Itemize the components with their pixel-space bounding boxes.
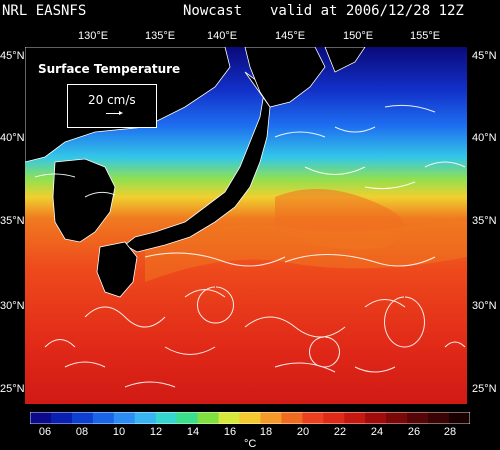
lon-label-130: 130°E <box>78 30 109 42</box>
lat-label-left-30: 30°N <box>0 300 25 312</box>
lat-label-right-35: 35°N <box>472 215 497 227</box>
colorbar-swatch <box>344 412 366 424</box>
colorbar-swatch <box>449 412 470 424</box>
lon-label-140: 140°E <box>207 30 238 42</box>
colorbar-swatch <box>71 412 94 424</box>
lon-label-150: 150°E <box>343 30 374 42</box>
colorbar-tick-22: 22 <box>333 426 347 438</box>
lat-label-left-40: 40°N <box>0 132 25 144</box>
colorbar-swatch <box>92 412 115 424</box>
lon-label-145: 145°E <box>275 30 306 42</box>
colorbar-swatch <box>365 412 387 424</box>
colorbar-swatch <box>176 412 199 424</box>
model-label: NRL EASNFS <box>2 3 87 19</box>
sakhalin-kuril-land <box>324 47 366 73</box>
colorbar-tick-10: 10 <box>112 426 126 438</box>
vector-scale-label: 20 cm/s <box>88 93 136 107</box>
colorbar-tick-20: 20 <box>296 426 310 438</box>
colorbar-swatch <box>386 412 408 424</box>
valid-time-label: valid at 2006/12/28 12Z <box>270 3 464 19</box>
kuroshio-front <box>145 217 467 282</box>
kyushu-shikoku-land <box>96 241 138 298</box>
lat-label-right-25: 25°N <box>472 383 497 395</box>
colorbar-swatch <box>428 412 450 424</box>
lon-label-135: 135°E <box>145 30 176 42</box>
colorbar-swatch <box>260 412 282 424</box>
colorbar-tick-12: 12 <box>149 426 163 438</box>
vector-scale-legend: 20 cm/s <box>67 84 157 128</box>
korean-peninsula-land <box>52 158 116 243</box>
current-vectors <box>34 104 466 388</box>
lat-label-left-45: 45°N <box>0 50 25 62</box>
colorbar-swatch <box>218 412 241 424</box>
colorbar-swatch <box>155 412 178 424</box>
layer-title: Surface Temperature <box>38 62 181 76</box>
colorbar-tick-24: 24 <box>370 426 384 438</box>
colorbar-swatch <box>197 412 220 424</box>
colorbar-tick-06: 06 <box>38 426 52 438</box>
lat-label-right-30: 30°N <box>472 300 497 312</box>
colorbar-tick-26: 26 <box>407 426 421 438</box>
temperature-map <box>25 47 467 404</box>
vector-scale-arrow-icon <box>106 111 123 115</box>
colorbar-swatch <box>30 412 52 424</box>
colorbar-tick-28: 28 <box>443 426 457 438</box>
colorbar-tick-16: 16 <box>223 426 237 438</box>
colorbar-swatch <box>134 412 157 424</box>
lat-label-right-40: 40°N <box>472 132 497 144</box>
colorbar-tick-08: 08 <box>75 426 89 438</box>
colorbar-swatch <box>239 412 261 424</box>
colorbar-unit: °C <box>244 438 257 450</box>
lon-label-155: 155°E <box>410 30 441 42</box>
colorbar-swatch <box>323 412 345 424</box>
colorbar-tick-18: 18 <box>259 426 273 438</box>
colorbar-swatch <box>407 412 429 424</box>
colorbar-swatch <box>50 412 73 424</box>
colorbar <box>30 412 470 424</box>
hokkaido-land <box>244 47 326 108</box>
lat-label-left-25: 25°N <box>0 383 25 395</box>
lat-label-right-45: 45°N <box>472 50 497 62</box>
colorbar-swatch <box>113 412 136 424</box>
colorbar-swatch <box>281 412 303 424</box>
colorbar-tick-14: 14 <box>186 426 200 438</box>
lat-label-left-35: 35°N <box>0 215 25 227</box>
colorbar-swatch <box>302 412 324 424</box>
product-label: Nowcast <box>183 3 243 19</box>
